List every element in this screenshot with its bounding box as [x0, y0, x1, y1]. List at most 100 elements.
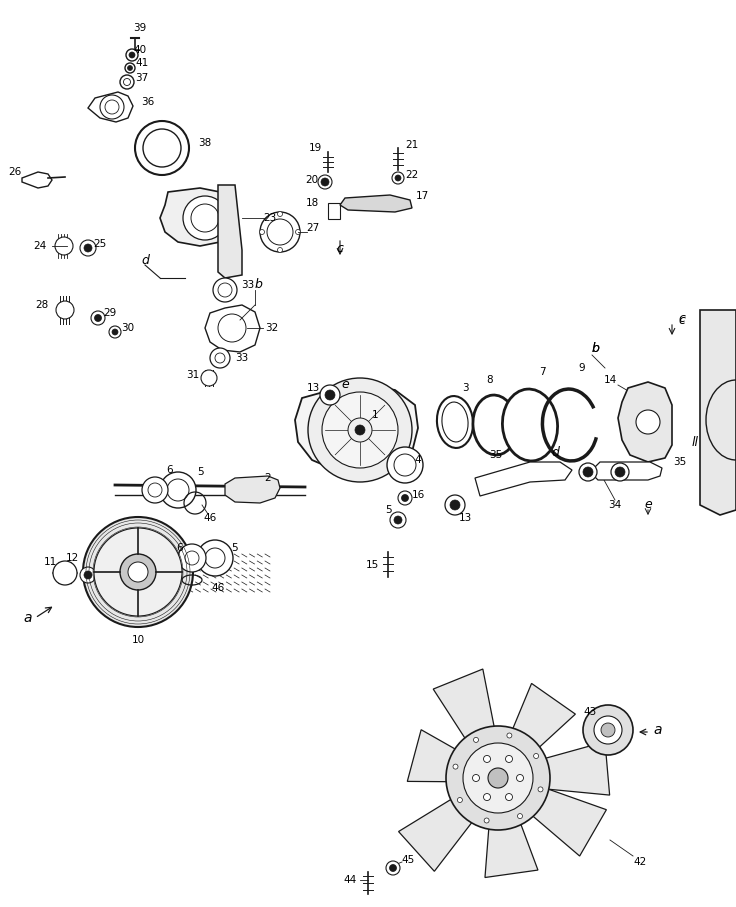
- Circle shape: [260, 229, 264, 235]
- Text: 11: 11: [43, 557, 57, 567]
- Polygon shape: [434, 669, 498, 755]
- Circle shape: [125, 63, 135, 73]
- Circle shape: [197, 540, 233, 576]
- Circle shape: [142, 477, 168, 503]
- Text: 28: 28: [35, 300, 49, 310]
- Text: 38: 38: [199, 138, 212, 148]
- Text: 18: 18: [305, 198, 319, 208]
- Circle shape: [325, 390, 335, 400]
- Circle shape: [84, 244, 92, 252]
- Circle shape: [318, 175, 332, 189]
- Circle shape: [394, 454, 416, 476]
- Circle shape: [59, 567, 71, 579]
- Text: a: a: [24, 611, 32, 625]
- Circle shape: [80, 240, 96, 256]
- Circle shape: [135, 121, 189, 175]
- Circle shape: [178, 544, 206, 572]
- Circle shape: [594, 716, 622, 744]
- Circle shape: [355, 425, 365, 435]
- Circle shape: [484, 794, 490, 801]
- Ellipse shape: [473, 395, 517, 455]
- Text: 19: 19: [308, 143, 322, 153]
- Polygon shape: [205, 305, 260, 352]
- Text: c: c: [336, 241, 344, 255]
- Text: 20: 20: [305, 175, 319, 185]
- Text: 40: 40: [133, 45, 146, 55]
- Circle shape: [390, 512, 406, 528]
- Circle shape: [615, 467, 625, 477]
- Text: 21: 21: [406, 140, 419, 150]
- Text: 44: 44: [344, 875, 357, 885]
- Polygon shape: [506, 683, 576, 760]
- Circle shape: [348, 418, 372, 442]
- Circle shape: [389, 864, 397, 872]
- Circle shape: [160, 472, 196, 508]
- Text: c: c: [679, 311, 685, 325]
- Circle shape: [538, 787, 543, 792]
- Text: 10: 10: [132, 635, 144, 645]
- Circle shape: [636, 410, 660, 434]
- Circle shape: [120, 554, 156, 590]
- Text: e: e: [341, 378, 349, 392]
- Circle shape: [91, 311, 105, 325]
- Polygon shape: [475, 462, 572, 496]
- Text: c: c: [679, 314, 685, 327]
- Circle shape: [215, 353, 225, 363]
- Text: b: b: [254, 278, 262, 291]
- Circle shape: [83, 517, 193, 627]
- Circle shape: [128, 562, 148, 582]
- Text: 6: 6: [166, 465, 173, 475]
- Circle shape: [112, 329, 118, 335]
- Text: 32: 32: [266, 323, 279, 333]
- Text: 13: 13: [306, 383, 319, 393]
- Circle shape: [386, 861, 400, 875]
- Circle shape: [183, 196, 227, 240]
- Text: 24: 24: [33, 241, 46, 251]
- Circle shape: [517, 775, 523, 782]
- Circle shape: [506, 756, 512, 763]
- Circle shape: [473, 737, 478, 743]
- Circle shape: [148, 483, 162, 497]
- Circle shape: [167, 479, 189, 501]
- Circle shape: [445, 495, 465, 515]
- Text: 42: 42: [634, 857, 647, 867]
- Text: 30: 30: [121, 323, 135, 333]
- Text: 9: 9: [578, 363, 585, 373]
- Text: 15: 15: [365, 560, 378, 570]
- Circle shape: [484, 818, 489, 823]
- Circle shape: [295, 229, 300, 235]
- Text: 41: 41: [135, 58, 149, 68]
- Circle shape: [260, 212, 300, 252]
- Circle shape: [320, 385, 340, 405]
- Text: 34: 34: [609, 500, 622, 510]
- Polygon shape: [218, 185, 242, 278]
- Text: 36: 36: [141, 97, 155, 107]
- Ellipse shape: [503, 389, 558, 461]
- Circle shape: [395, 175, 401, 181]
- Polygon shape: [618, 382, 672, 462]
- Polygon shape: [590, 462, 662, 480]
- Text: 43: 43: [584, 707, 597, 717]
- Circle shape: [517, 814, 523, 819]
- Circle shape: [484, 756, 490, 763]
- Circle shape: [446, 726, 550, 830]
- Text: 5: 5: [197, 467, 203, 477]
- Polygon shape: [225, 476, 280, 503]
- Text: 4: 4: [414, 455, 421, 465]
- Text: 14: 14: [604, 375, 617, 385]
- Circle shape: [579, 463, 597, 481]
- Text: 7: 7: [539, 367, 545, 377]
- Circle shape: [267, 219, 293, 245]
- Circle shape: [201, 370, 217, 386]
- Circle shape: [507, 733, 512, 738]
- Text: 35: 35: [489, 450, 503, 460]
- Text: 6: 6: [177, 543, 183, 553]
- Circle shape: [53, 561, 77, 585]
- Text: 35: 35: [673, 457, 687, 467]
- Polygon shape: [88, 92, 133, 122]
- Circle shape: [100, 95, 124, 119]
- Polygon shape: [399, 789, 484, 872]
- Circle shape: [80, 567, 96, 583]
- Text: 46: 46: [203, 513, 216, 523]
- Circle shape: [105, 100, 119, 114]
